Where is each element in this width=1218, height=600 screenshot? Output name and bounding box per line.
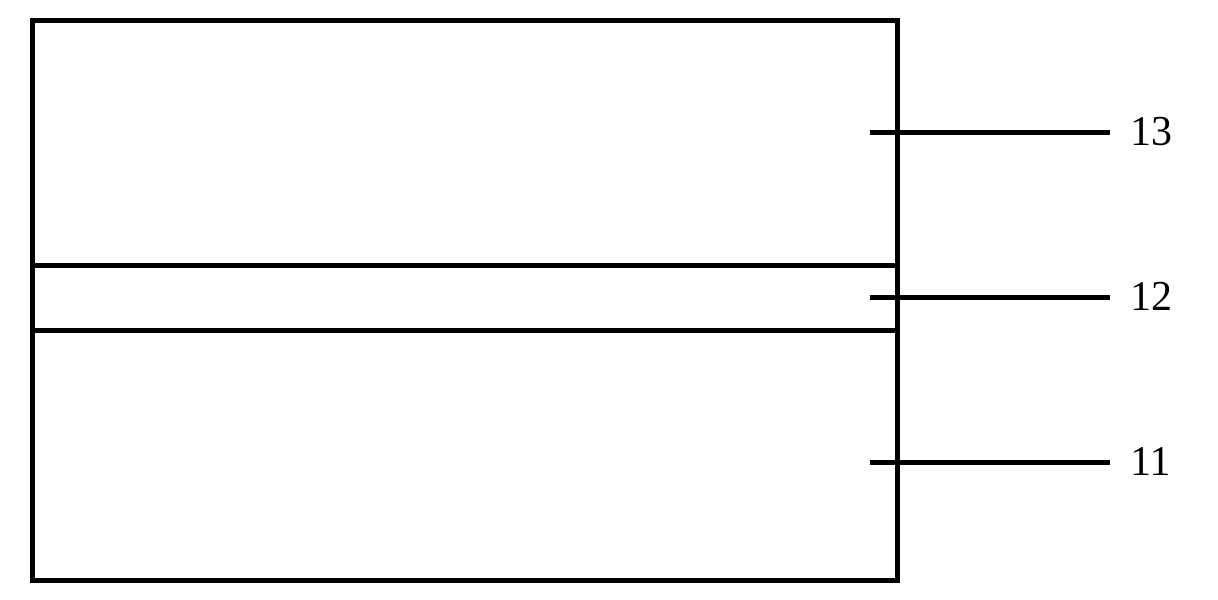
- layer-top: [35, 23, 895, 263]
- leader-line-13: [870, 130, 1110, 135]
- layer-bottom: [35, 333, 895, 578]
- label-12: 12: [1130, 273, 1172, 321]
- leader-line-11: [870, 460, 1110, 465]
- layer-middle: [35, 268, 895, 328]
- label-11: 11: [1130, 438, 1170, 486]
- leader-line-12: [870, 295, 1110, 300]
- layer-stack-outline: [30, 18, 900, 583]
- label-13: 13: [1130, 108, 1172, 156]
